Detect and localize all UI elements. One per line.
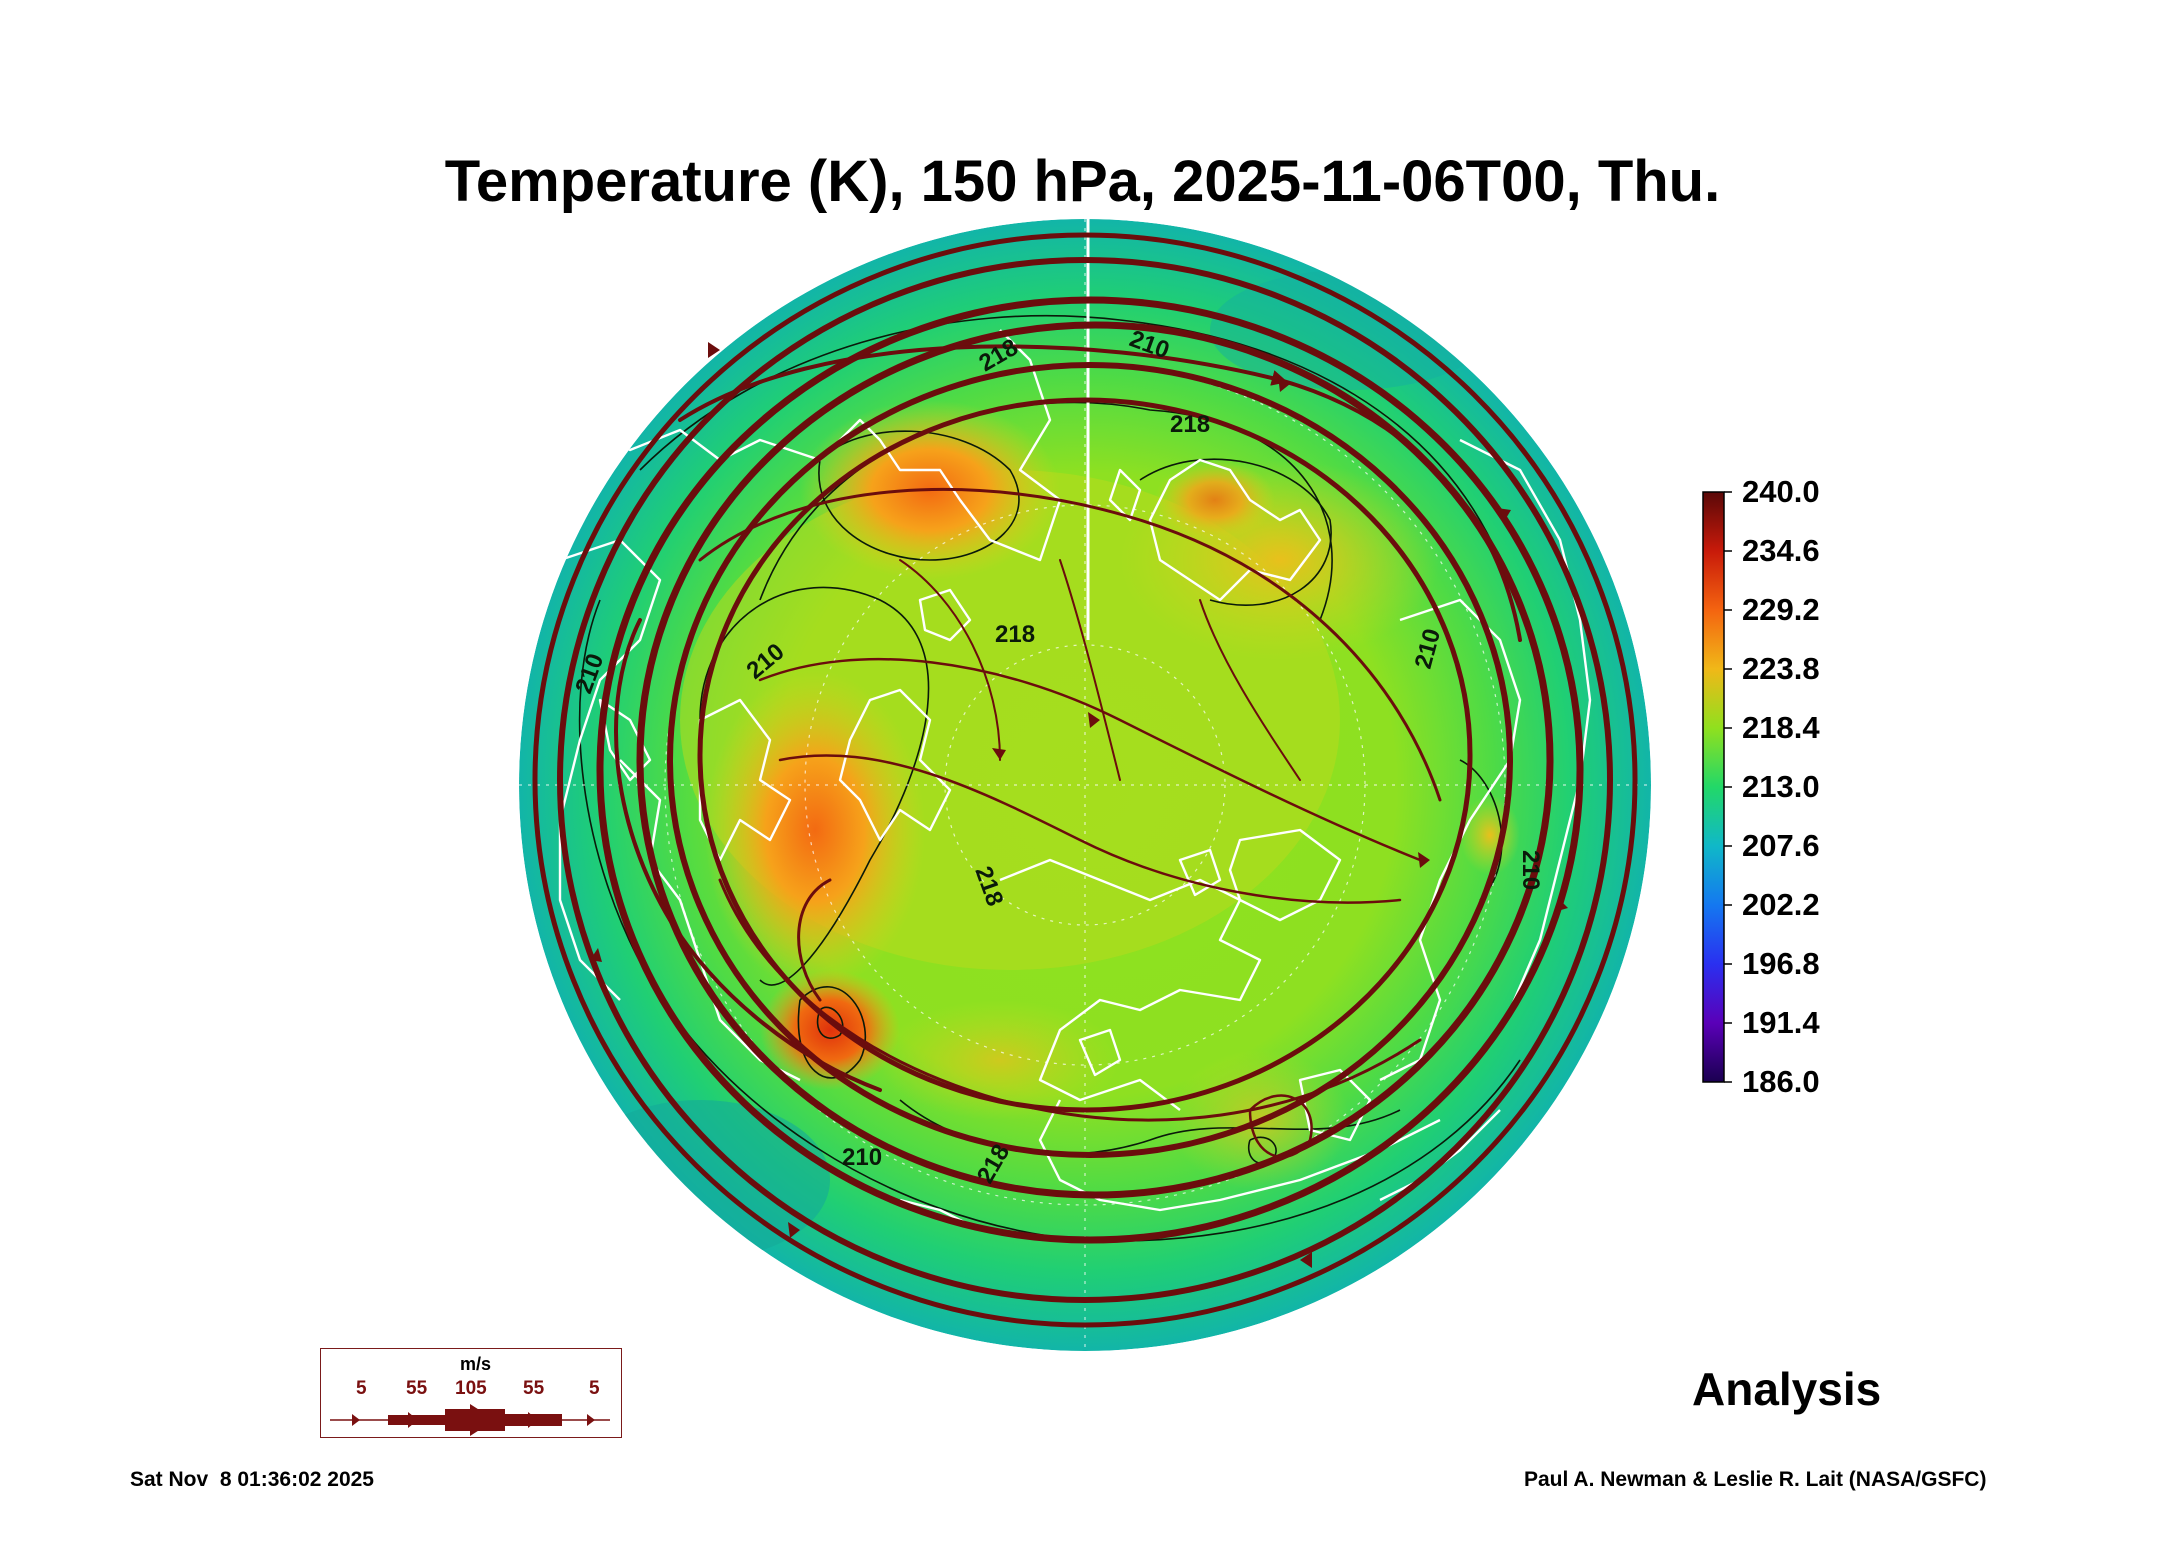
colorbar-label: 207.6 (1742, 828, 1820, 863)
arrow-marker (788, 1222, 800, 1238)
wind-streamlines (532, 232, 1638, 1328)
wind-legend-arrow (330, 1404, 610, 1436)
wind-legend (320, 1348, 622, 1438)
streamline-arrows (590, 342, 1568, 1268)
contour-label: 210 (842, 1144, 882, 1171)
timestamp: Sat Nov 8 01:36:02 2025 (130, 1468, 374, 1491)
contour-label: 218 (1170, 411, 1210, 438)
colorbar-label: 213.0 (1742, 769, 1820, 804)
colorbar-label: 234.6 (1742, 533, 1820, 568)
colorbar-label: 196.8 (1742, 946, 1820, 981)
arrow-marker (590, 948, 602, 962)
credit: Paul A. Newman & Leslie R. Lait (NASA/GS… (1524, 1468, 1987, 1491)
colorbar-label: 186.0 (1742, 1064, 1820, 1099)
colorbar-label: 229.2 (1742, 592, 1820, 627)
arrow-marker (1554, 900, 1568, 912)
colorbar-label: 240.0 (1742, 474, 1820, 509)
colorbar-label: 202.2 (1742, 887, 1820, 922)
temperature-field (519, 219, 1651, 1351)
wind-legend-speed: 55 (406, 1378, 428, 1399)
arrow-marker (1278, 376, 1290, 392)
wind-legend-speed: 5 (356, 1378, 367, 1399)
arrow-marker (992, 748, 1006, 760)
arrow-marker (708, 342, 720, 358)
contour-label: 218 (995, 621, 1035, 648)
colorbar (1702, 491, 1725, 1083)
arrow-marker (1088, 712, 1100, 728)
contour-label: 210 (1517, 850, 1544, 890)
arrow-marker (1497, 508, 1511, 520)
analysis-label: Analysis (1692, 1363, 1882, 1415)
arrow-marker (1418, 852, 1430, 868)
map-title: Temperature (K), 150 hPa, 2025-11-06T00,… (444, 149, 1721, 214)
wind-legend-speed: 105 (455, 1378, 487, 1399)
wind-legend-speed: 55 (523, 1378, 545, 1399)
wind-legend-unit: m/s (460, 1354, 492, 1374)
arrow-marker (1300, 1252, 1312, 1268)
colorbar-label: 191.4 (1742, 1005, 1820, 1040)
colorbar-ticks (1724, 491, 1732, 1083)
colorbar-label: 223.8 (1742, 651, 1820, 686)
wind-legend-speed: 5 (589, 1378, 600, 1399)
colorbar-label: 218.4 (1742, 710, 1820, 745)
